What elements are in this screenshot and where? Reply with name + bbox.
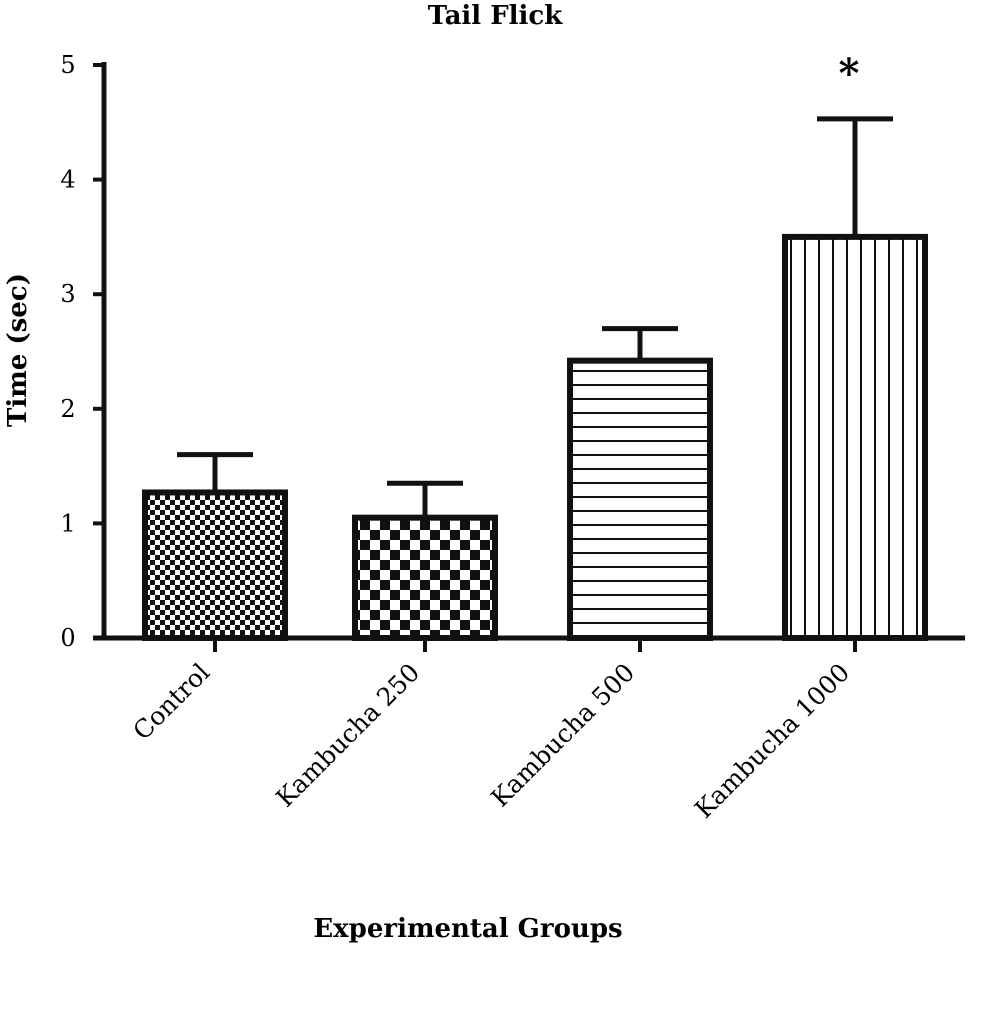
- bar-1: [352, 514, 498, 641]
- significance-marker-0: *: [839, 50, 860, 97]
- x-axis-title: Experimental Groups: [313, 914, 622, 944]
- error-bars-layer: [177, 116, 893, 518]
- y-tick-label-0: 0: [60, 624, 75, 652]
- y-tick-label-4: 4: [60, 166, 75, 194]
- y-tick-label-1: 1: [60, 509, 75, 537]
- bar-0: [142, 489, 288, 642]
- x-tick-label-0: Control: [127, 658, 215, 746]
- bars-layer: [142, 233, 928, 642]
- bar-3: [782, 233, 928, 641]
- annotations: *: [839, 50, 860, 97]
- chart-title: Tail Flick: [428, 1, 564, 31]
- y-tick-label-2: 2: [60, 395, 75, 423]
- y-ticks: 0 1 2 3 4 5: [60, 51, 104, 652]
- x-ticks: Control Kambucha 250 Kambucha 500 Kambucha …: [127, 638, 857, 824]
- y-tick-label-5: 5: [60, 51, 75, 79]
- x-tick-label-2: Kambucha 500: [485, 658, 640, 813]
- y-axis-title: Time (sec): [3, 273, 33, 427]
- y-tick-label-3: 3: [60, 280, 75, 308]
- x-tick-label-1: Kambucha 250: [270, 658, 425, 813]
- bar-2: [567, 357, 713, 641]
- x-tick-label-3: Kambucha 1000: [689, 658, 855, 824]
